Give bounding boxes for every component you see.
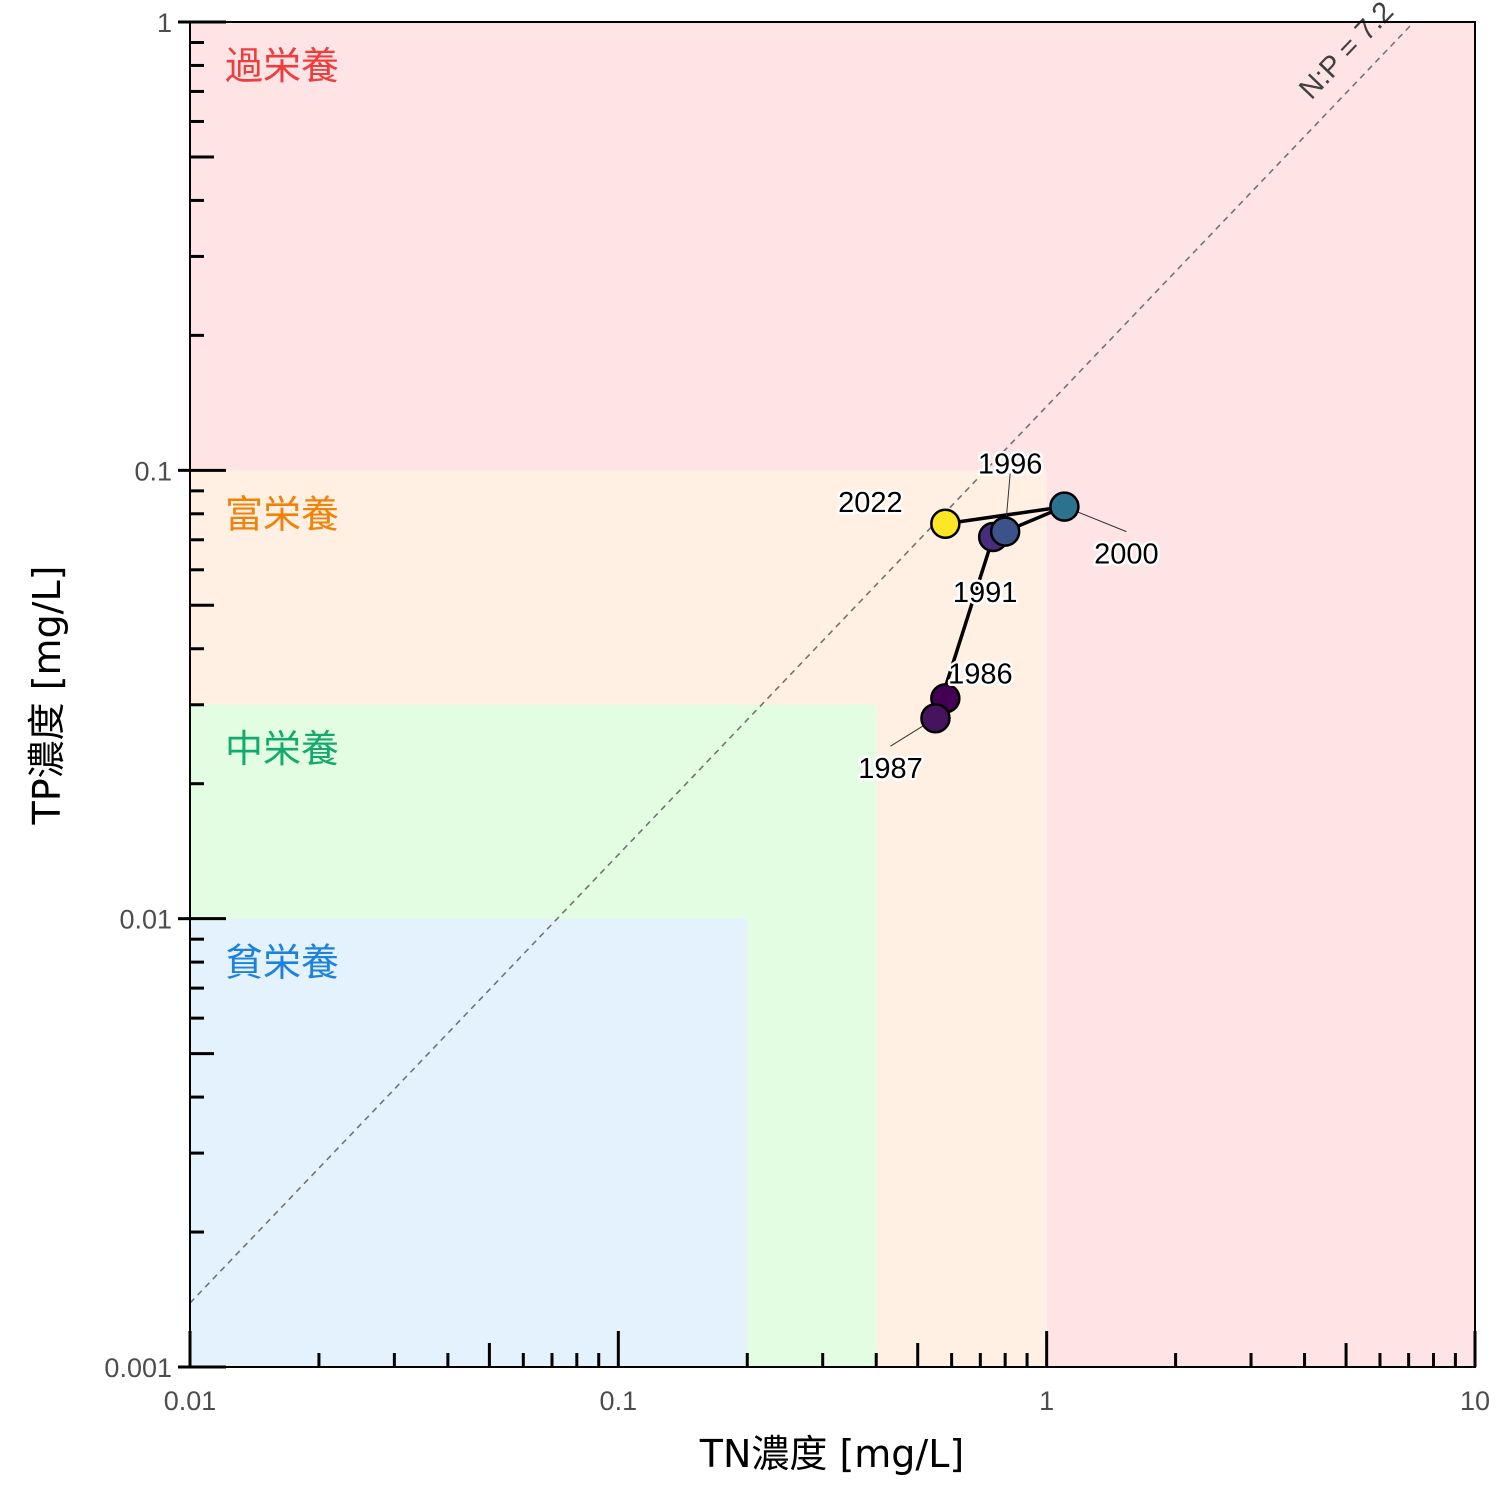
point-1987	[920, 702, 951, 734]
y-tick-label: 0.1	[134, 456, 172, 486]
zone-label-1: 富栄養	[225, 492, 339, 536]
y-tick-label: 0.01	[119, 905, 172, 935]
label-1991: 1991	[953, 577, 1018, 609]
label-2022: 2022	[838, 487, 903, 519]
ratio-line	[190, 22, 1415, 1304]
plot-frame	[189, 21, 1476, 1368]
x-axis: 0.01 0.1 1 10	[164, 1331, 1490, 1416]
label-2000: 2000	[1094, 539, 1159, 571]
y-axis: 0.001 0.01 0.1 1	[104, 8, 226, 1383]
point-1996	[989, 516, 1021, 547]
point-2000	[1049, 491, 1080, 522]
label-1996: 1996	[978, 449, 1043, 481]
ratio-line-group	[190, 22, 1415, 1304]
label-1986: 1986	[948, 658, 1013, 690]
zone-label-2: 中栄養	[225, 727, 339, 771]
data-points	[920, 491, 1080, 734]
zone-label-0: 過栄養	[225, 44, 339, 88]
x-tick-label: 10	[1460, 1386, 1490, 1416]
label-1987: 1987	[858, 753, 923, 785]
y-tick-label: 0.001	[104, 1353, 172, 1383]
zone-label-3: 貧栄養	[225, 941, 339, 985]
x-tick-label: 1	[1039, 1386, 1054, 1416]
x-tick-label: 0.1	[600, 1386, 638, 1416]
point-2022	[930, 508, 961, 540]
x-tick-label: 0.01	[164, 1386, 217, 1416]
x-axis-title: TN濃度 [mg/L]	[699, 1432, 964, 1476]
zone-3	[190, 918, 748, 1367]
y-tick-label: 1	[157, 8, 172, 38]
y-axis-title: TP濃度 [mg/L]	[25, 566, 69, 826]
